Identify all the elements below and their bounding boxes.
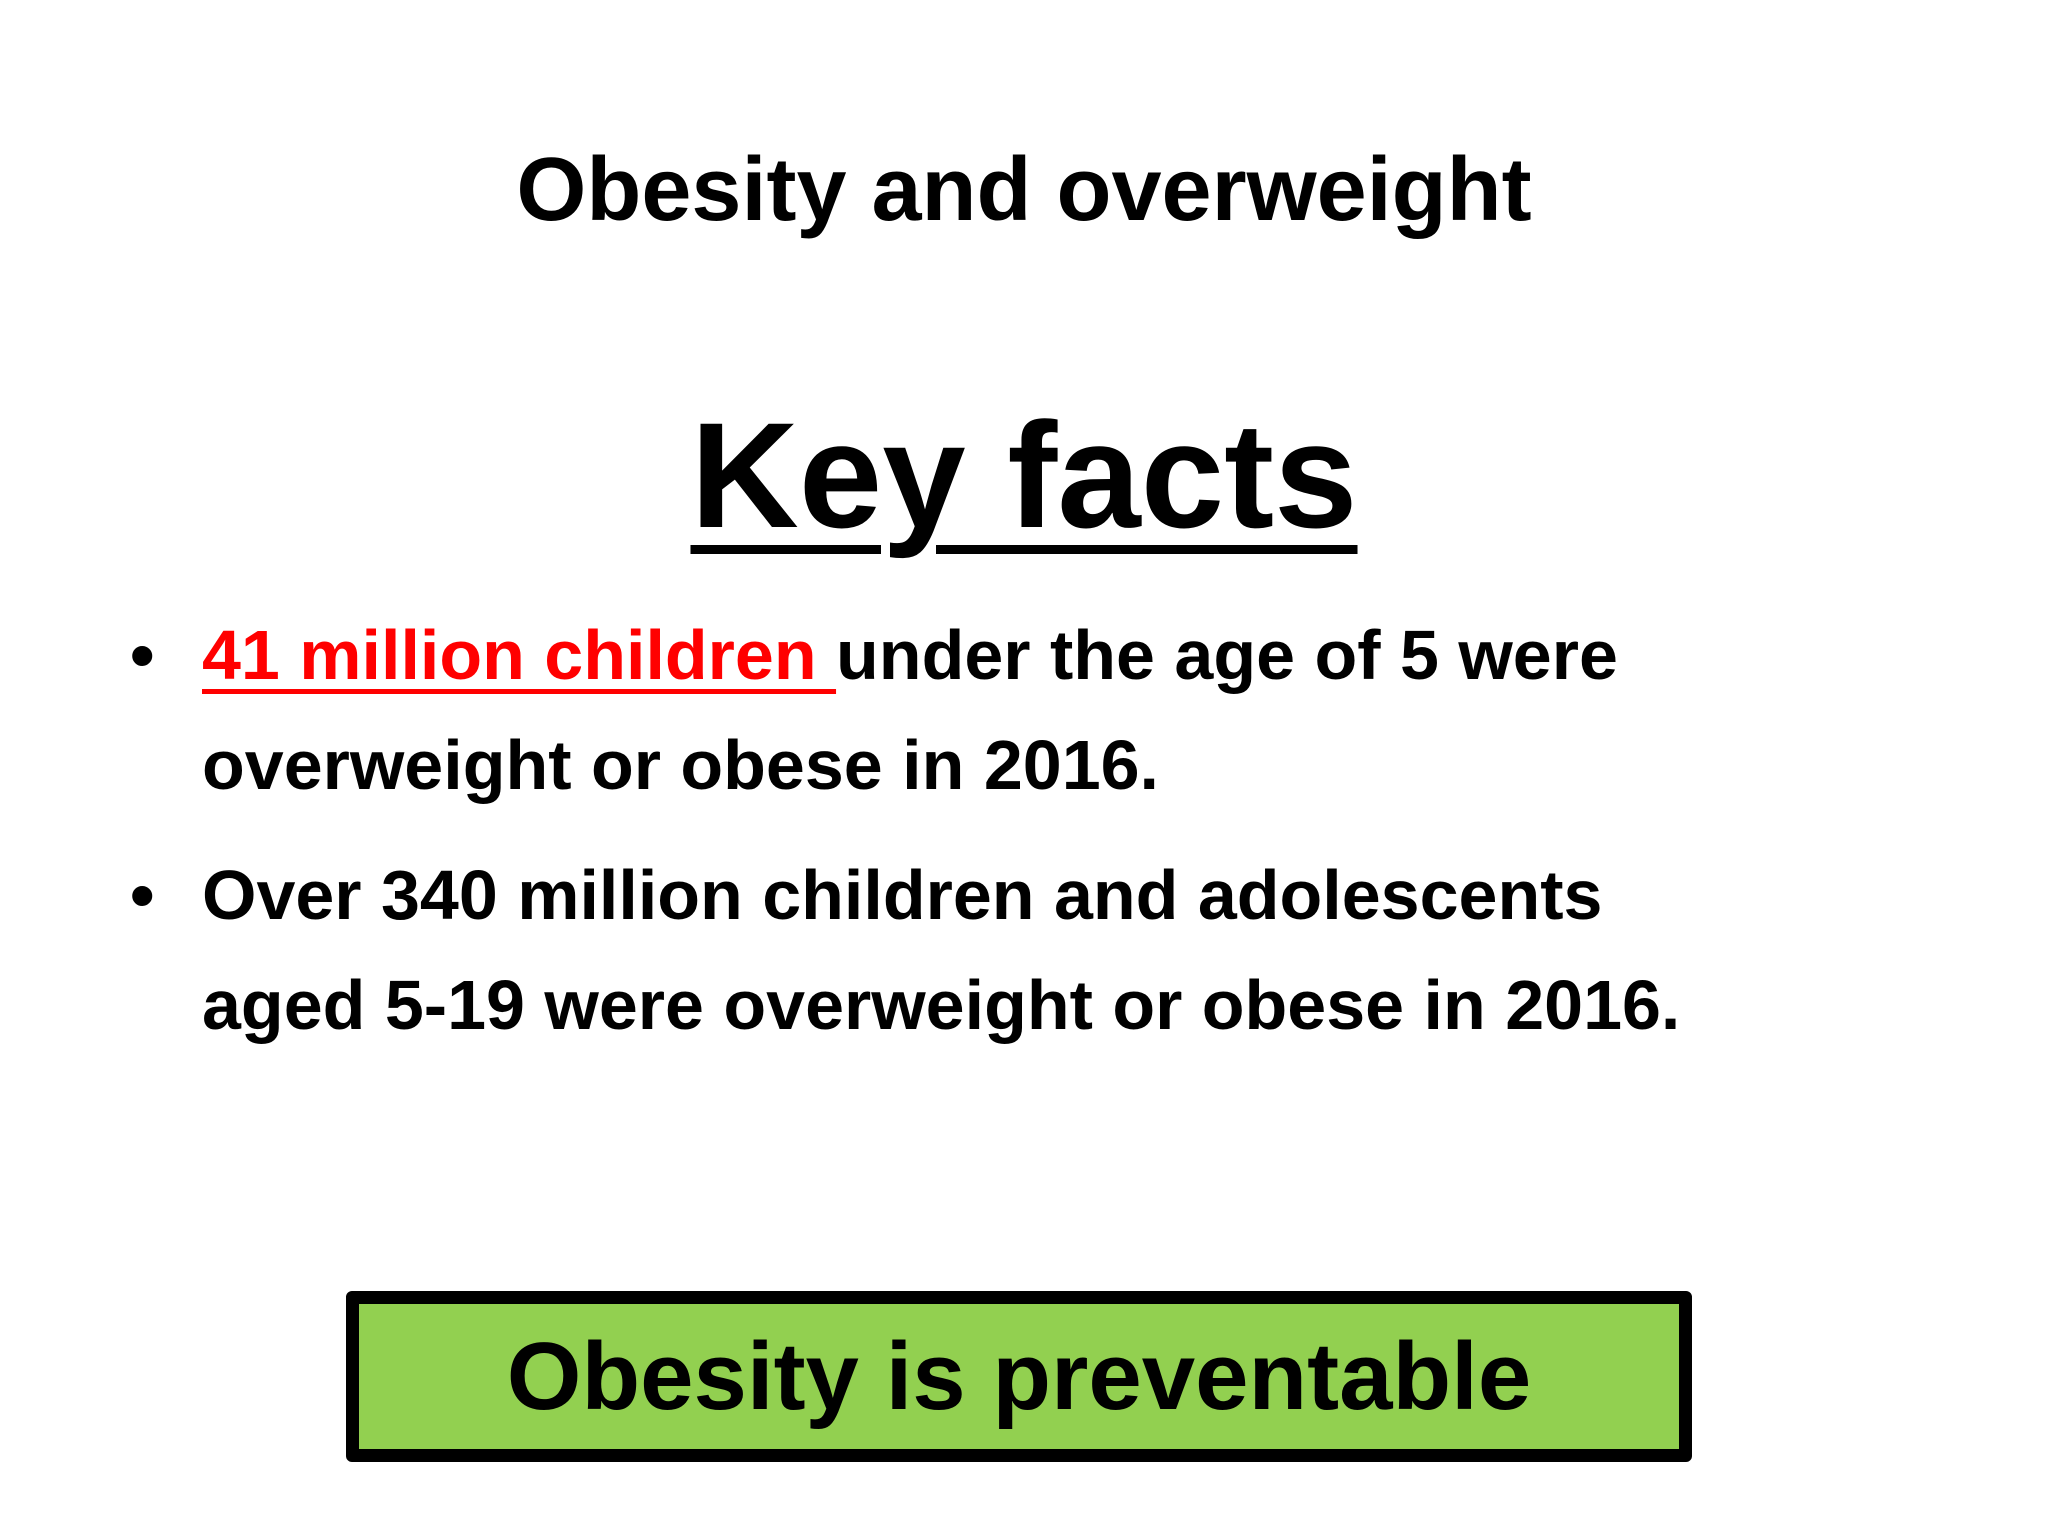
bullet: • 41 million children under the age of 5 … — [130, 600, 1680, 820]
bullet-text: aged 5-19 were overweight or obese in 20… — [202, 966, 1681, 1044]
bullet-text: under the age of 5 were — [836, 616, 1618, 694]
bullet-text: Over 340 million children and adolescent… — [202, 856, 1603, 934]
bullet-dot: • — [130, 616, 155, 694]
bullet-text: overweight or obese in 2016. — [202, 726, 1159, 804]
bullet-dot: • — [130, 856, 155, 934]
bullet-list: • 41 million children under the age of 5 … — [130, 600, 1680, 1080]
bullet-line: 41 million children under the age of 5 w… — [202, 600, 1680, 710]
bullet-line: Over 340 million children and adolescent… — [202, 840, 1680, 950]
bullet-line: overweight or obese in 2016. — [202, 710, 1680, 820]
title: Obesity and overweight — [516, 140, 1532, 240]
callout-text: Obesity is preventable — [506, 1323, 1532, 1430]
subtitle-text: Key facts — [690, 391, 1358, 559]
bullet: • Over 340 million children and adolescen… — [130, 840, 1680, 1060]
bullet-line: aged 5-19 were overweight or obese in 20… — [202, 950, 1680, 1060]
highlight-text: 41 million children — [202, 616, 837, 694]
subtitle: Key facts — [0, 390, 2048, 560]
callout-box: Obesity is preventable — [346, 1291, 1692, 1462]
